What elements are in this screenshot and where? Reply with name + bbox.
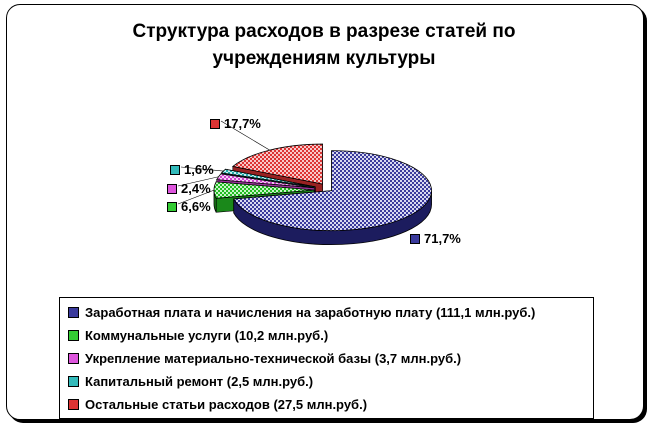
legend-label-3: Капитальный ремонт (2,5 млн.руб.) bbox=[85, 373, 314, 389]
data-label-swatch-4 bbox=[210, 118, 220, 129]
chart-title: Структура расходов в разрезе статей по у… bbox=[0, 18, 648, 72]
data-label-text-3: 1,6% bbox=[184, 162, 214, 177]
chart-legend: Заработная плата и начисления на заработ… bbox=[59, 297, 594, 419]
legend-label-1: Коммунальные услуги (10,2 млн.руб.) bbox=[85, 327, 329, 343]
data-label-1: 6,6% bbox=[167, 199, 211, 214]
legend-swatch-2 bbox=[68, 352, 79, 364]
data-label-text-4: 17,7% bbox=[224, 116, 261, 131]
data-label-swatch-2 bbox=[167, 183, 177, 194]
legend-item-0: Заработная плата и начисления на заработ… bbox=[68, 303, 535, 321]
pie-slice-1 bbox=[213, 181, 315, 199]
legend-swatch-3 bbox=[68, 375, 79, 387]
legend-swatch-4 bbox=[68, 398, 79, 410]
data-label-text-0: 71,7% bbox=[424, 231, 461, 246]
legend-label-4: Остальные статьи расходов (27,5 млн.руб.… bbox=[85, 396, 368, 412]
data-label-2: 2,4% bbox=[167, 181, 211, 196]
legend-swatch-1 bbox=[68, 329, 79, 341]
legend-item-2: Укрепление материально-технической базы … bbox=[68, 349, 461, 367]
chart-title-line-1: Структура расходов в разрезе статей по bbox=[132, 21, 516, 42]
legend-label-2: Укрепление материально-технической базы … bbox=[85, 350, 462, 366]
pie-slice-2 bbox=[216, 173, 315, 189]
leader-line-1 bbox=[177, 189, 215, 205]
data-label-text-2: 2,4% bbox=[181, 181, 211, 196]
data-label-swatch-0 bbox=[410, 233, 420, 244]
data-label-swatch-3 bbox=[170, 164, 180, 175]
data-label-4: 17,7% bbox=[210, 116, 261, 131]
leader-line-4 bbox=[220, 120, 270, 151]
legend-label-0: Заработная плата и начисления на заработ… bbox=[85, 304, 536, 320]
leader-line-3 bbox=[180, 166, 224, 172]
legend-item-4: Остальные статьи расходов (27,5 млн.руб.… bbox=[68, 395, 367, 413]
chart-title-line-2: учреждениям культуры bbox=[212, 48, 436, 69]
data-label-0: 71,7% bbox=[410, 231, 461, 246]
data-label-swatch-1 bbox=[167, 201, 177, 212]
pie-slice-0 bbox=[233, 150, 432, 232]
data-label-3: 1,6% bbox=[170, 162, 214, 177]
legend-item-1: Коммунальные услуги (10,2 млн.руб.) bbox=[68, 326, 328, 344]
data-label-text-1: 6,6% bbox=[181, 199, 211, 214]
legend-item-3: Капитальный ремонт (2,5 млн.руб.) bbox=[68, 372, 313, 390]
legend-swatch-0 bbox=[68, 306, 79, 318]
leader-line-2 bbox=[177, 176, 219, 187]
